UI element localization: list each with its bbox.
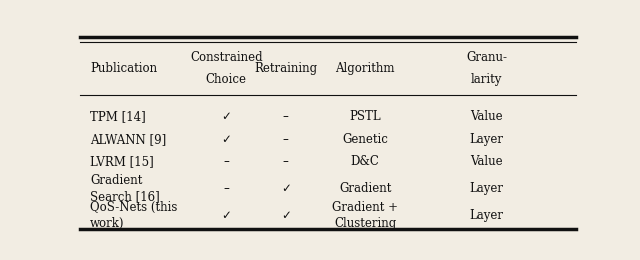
Text: Gradient
Search [16]: Gradient Search [16] [90,174,159,203]
Text: D&C: D&C [351,155,380,168]
Text: Layer: Layer [470,209,504,222]
Text: ✓: ✓ [281,209,291,222]
Text: TPM [14]: TPM [14] [90,110,146,123]
Text: Algorithm: Algorithm [335,62,395,75]
Text: ✓: ✓ [281,182,291,195]
Text: larity: larity [471,73,502,86]
Text: –: – [283,110,289,123]
Text: –: – [223,182,229,195]
Text: LVRM [15]: LVRM [15] [90,155,154,168]
Text: Layer: Layer [470,133,504,146]
Text: Retraining: Retraining [254,62,317,75]
Text: Genetic: Genetic [342,133,388,146]
Text: Layer: Layer [470,182,504,195]
Text: Publication: Publication [90,62,157,75]
Text: ✓: ✓ [221,133,231,146]
Text: QoS-Nets (this
work): QoS-Nets (this work) [90,201,177,230]
Text: Gradient: Gradient [339,182,392,195]
Text: –: – [223,155,229,168]
Text: PSTL: PSTL [349,110,381,123]
Text: Constrained: Constrained [190,51,262,64]
Text: ALWANN [9]: ALWANN [9] [90,133,166,146]
Text: Granu-: Granu- [466,51,508,64]
Text: ✓: ✓ [221,110,231,123]
Text: –: – [283,155,289,168]
Text: Value: Value [470,155,503,168]
Text: Value: Value [470,110,503,123]
Text: –: – [283,133,289,146]
Text: Gradient +
Clustering: Gradient + Clustering [332,201,398,230]
Text: ✓: ✓ [221,209,231,222]
Text: Choice: Choice [206,73,247,86]
